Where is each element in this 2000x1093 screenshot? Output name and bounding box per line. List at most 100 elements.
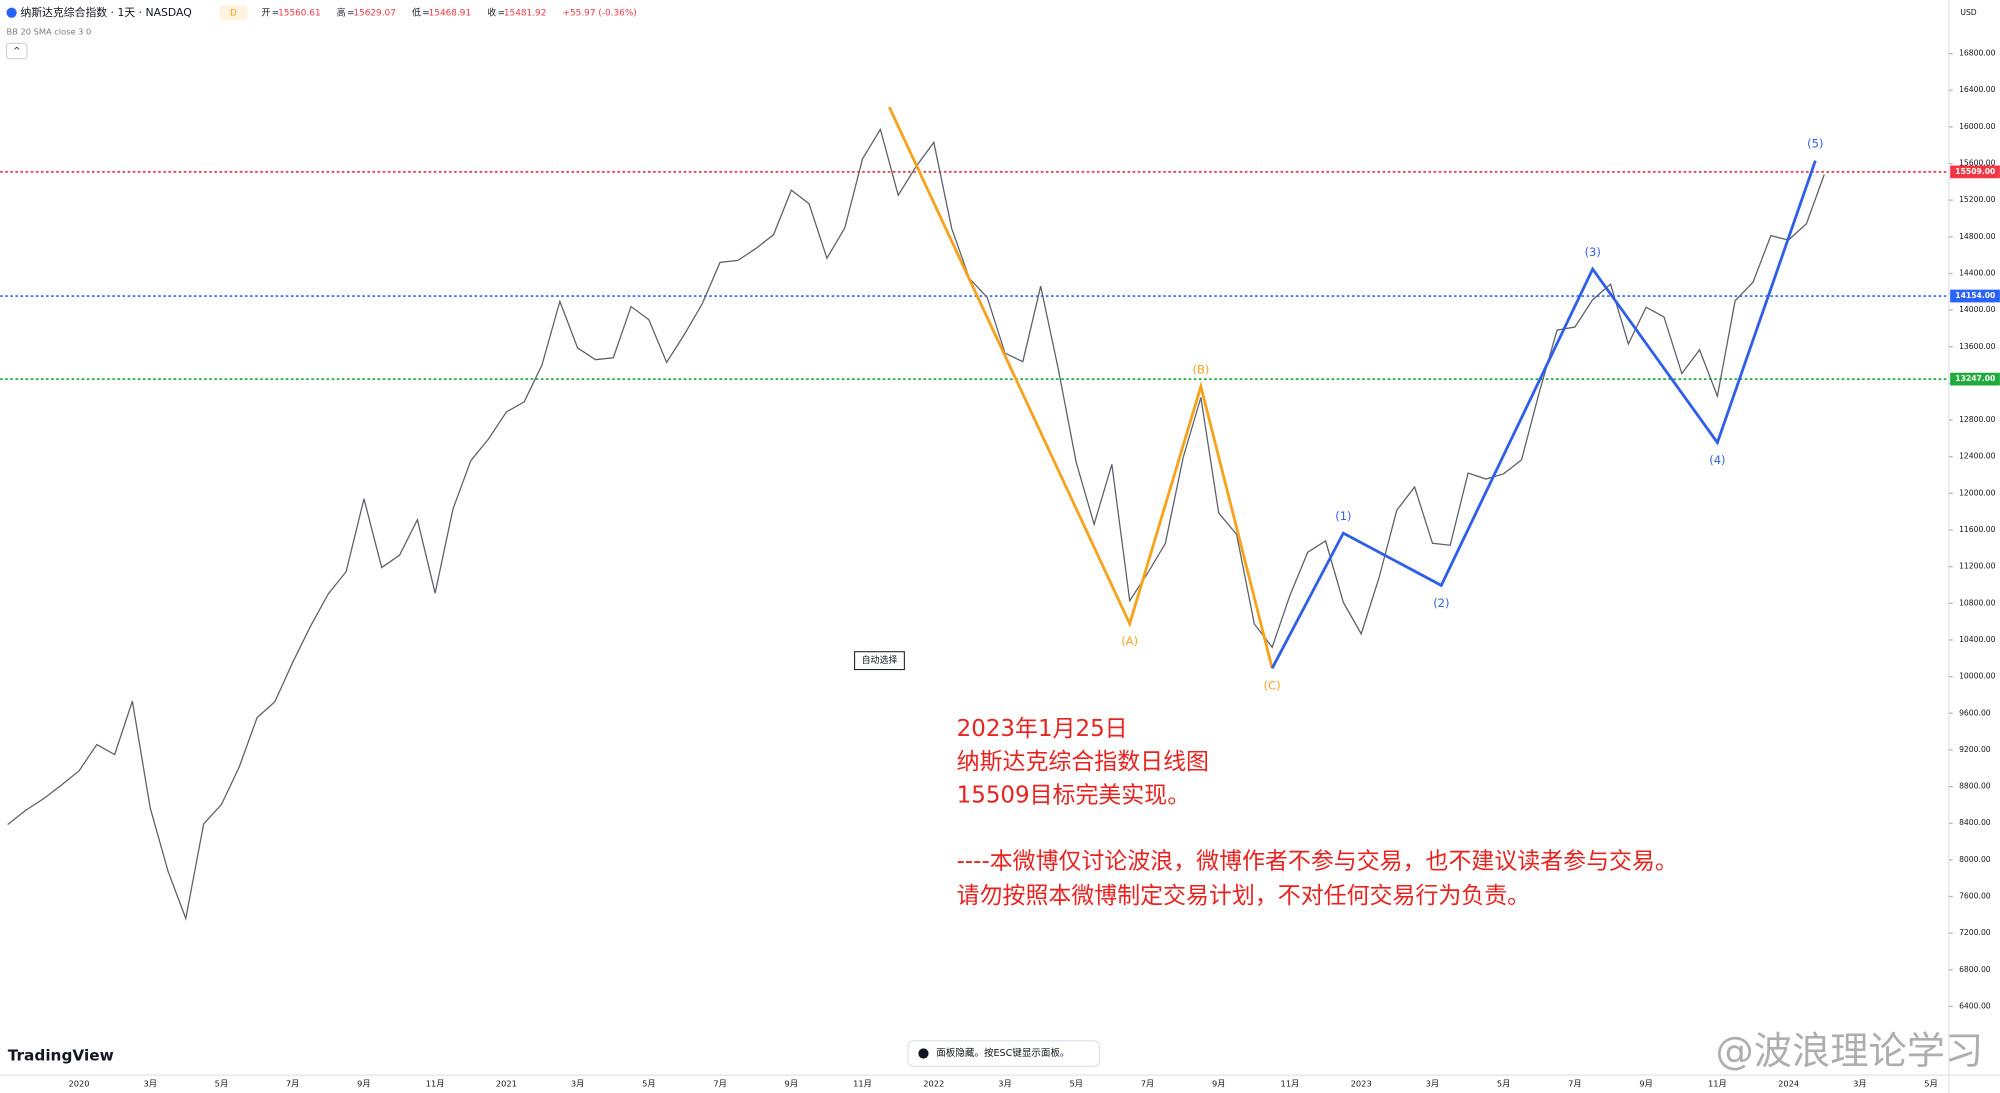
interval-badge: D bbox=[230, 8, 237, 18]
x-tick-label: 2022 bbox=[923, 1079, 944, 1089]
ohlc-value: 15468.91 bbox=[429, 8, 472, 18]
note-line: 纳斯达克综合指数日线图 bbox=[957, 749, 1209, 775]
x-tick-label: 5月 bbox=[642, 1079, 656, 1089]
y-tick-label: 6400.00 bbox=[1959, 1001, 1991, 1010]
wave-label: (4) bbox=[1709, 453, 1725, 467]
y-tick-label: 13600.00 bbox=[1959, 342, 1996, 351]
x-tick-label: 7月 bbox=[713, 1079, 727, 1089]
y-tick-label: 12000.00 bbox=[1959, 488, 1996, 497]
ohlc-eq: = bbox=[422, 8, 429, 18]
badge bbox=[219, 5, 248, 21]
level-label: 15509.00 bbox=[1955, 167, 1995, 176]
x-tick-label: 3月 bbox=[1853, 1079, 1867, 1089]
ohlc-change: +55.97 (-0.36%) bbox=[563, 8, 637, 18]
level-label: 14154.00 bbox=[1955, 291, 1995, 300]
y-tick-label: 7200.00 bbox=[1959, 928, 1991, 937]
wave-label: (B) bbox=[1193, 362, 1210, 376]
ohlc-label: 低 bbox=[412, 6, 421, 18]
ohlc-eq: = bbox=[498, 8, 505, 18]
symbol: 纳斯达克综合指数 · 1天 · NASDAQ bbox=[21, 5, 192, 19]
y-tick-label: 9600.00 bbox=[1959, 708, 1991, 717]
x-tick-label: 11月 bbox=[1708, 1079, 1727, 1089]
y-tick-label: 8800.00 bbox=[1959, 782, 1991, 791]
y-tick-label: 12400.00 bbox=[1959, 452, 1996, 461]
ohlc-value: 15560.61 bbox=[278, 8, 321, 18]
y-tick-label: 7600.00 bbox=[1959, 891, 1991, 900]
wave-line bbox=[1270, 160, 1817, 669]
wave-label: (3) bbox=[1585, 245, 1601, 259]
ohlc-value: 15629.07 bbox=[353, 8, 396, 18]
y-tick-label: 16800.00 bbox=[1959, 49, 1996, 58]
ohlc-label: 收 bbox=[487, 6, 496, 18]
y-tick-label: 14000.00 bbox=[1959, 305, 1996, 314]
note-line: 请勿按照本微博制定交易计划，不对任何交易行为负责。 bbox=[957, 883, 1530, 909]
y-tick-label: 16400.00 bbox=[1959, 85, 1996, 94]
y-tick-label: 10400.00 bbox=[1959, 635, 1996, 644]
indicator: BB 20 SMA close 3 0 bbox=[6, 26, 91, 36]
y-tick-label: 12800.00 bbox=[1959, 415, 1996, 424]
y-tick-label: 11600.00 bbox=[1959, 525, 1996, 534]
y-tick-label: 11200.00 bbox=[1959, 562, 1996, 571]
x-tick-label: 5月 bbox=[1924, 1079, 1938, 1089]
x-tick-label: 11月 bbox=[1281, 1079, 1300, 1089]
wave-line bbox=[888, 106, 1274, 669]
note-line: 15509目标完美实现。 bbox=[957, 782, 1191, 808]
ohlc-value: 15481.92 bbox=[504, 8, 547, 18]
note-line: ----本微博仅讨论波浪，微博作者不参与交易，也不建议读者参与交易。 bbox=[957, 849, 1678, 875]
x-tick-label: 9月 bbox=[357, 1079, 371, 1089]
y-tick-label: 10800.00 bbox=[1959, 598, 1996, 607]
x-tick-label: 5月 bbox=[1497, 1079, 1511, 1089]
x-tick-label: 7月 bbox=[286, 1079, 300, 1089]
toast-text: 面板隐藏。按ESC键显示面板。 bbox=[936, 1047, 1069, 1059]
level-tag bbox=[1950, 289, 2000, 303]
plot bbox=[0, 106, 1949, 921]
wave-label: (C) bbox=[1264, 679, 1281, 693]
x-tick-label: 9月 bbox=[1212, 1079, 1226, 1089]
x-tick-label: 7月 bbox=[1141, 1079, 1155, 1089]
y-tick-label: 6800.00 bbox=[1959, 965, 1991, 974]
auto-select-button[interactable] bbox=[854, 651, 905, 671]
currency: USD bbox=[1960, 8, 1976, 17]
x-tick-label: 7月 bbox=[1568, 1079, 1582, 1089]
x-tick-label: 5月 bbox=[1069, 1079, 1083, 1089]
y-tick-label: 14800.00 bbox=[1959, 232, 1996, 241]
x-tick-label: 2020 bbox=[68, 1079, 89, 1089]
level-tag bbox=[1950, 372, 2000, 386]
x-tick-label: 3月 bbox=[998, 1079, 1012, 1089]
y-tick-label: 16000.00 bbox=[1959, 122, 1996, 131]
x-tick-label: 9月 bbox=[1639, 1079, 1653, 1089]
x-tick-label: 11月 bbox=[426, 1079, 445, 1089]
wave-label: (5) bbox=[1807, 137, 1823, 151]
x-tick-label: 9月 bbox=[785, 1079, 799, 1089]
x-tick-label: 2021 bbox=[496, 1079, 517, 1089]
collapse-button[interactable] bbox=[5, 42, 28, 60]
x-tick-label: 3月 bbox=[143, 1079, 157, 1089]
y-tick-label: 9200.00 bbox=[1959, 745, 1991, 754]
collapse-icon: ^ bbox=[13, 47, 20, 57]
ohlc-eq: = bbox=[272, 8, 279, 18]
ohlc-eq: = bbox=[347, 8, 354, 18]
logo: TradingView bbox=[8, 1047, 114, 1065]
wave-label: (2) bbox=[1433, 596, 1449, 610]
x-tick-label: 5月 bbox=[215, 1079, 229, 1089]
wave-label: (A) bbox=[1121, 634, 1138, 648]
level-label: 13247.00 bbox=[1955, 374, 1995, 383]
y-tick-label: 15200.00 bbox=[1959, 195, 1996, 204]
note-line: 2023年1月25日 bbox=[957, 716, 1128, 742]
x-tick-label: 3月 bbox=[1426, 1079, 1440, 1089]
level-tag bbox=[1950, 165, 2000, 179]
y-tick-label: 8400.00 bbox=[1959, 818, 1991, 827]
wave-label: (1) bbox=[1335, 509, 1351, 523]
y-tick-label: 10000.00 bbox=[1959, 672, 1996, 681]
y-tick-label: 14400.00 bbox=[1959, 268, 1996, 277]
y-tick-label: 15600.00 bbox=[1959, 159, 1996, 168]
ohlc-label: 开 bbox=[262, 7, 271, 18]
x-tick-label: 2024 bbox=[1778, 1079, 1799, 1089]
toast bbox=[907, 1040, 1101, 1067]
watermark: @波浪理论学习 bbox=[1716, 1029, 1984, 1074]
ohlc-label: 高 bbox=[337, 6, 346, 18]
x-tick-label: 3月 bbox=[571, 1079, 585, 1089]
ohlc: 开 =15560.61 高 =15629.07 低 =15468.91 收 =15481.92… bbox=[262, 6, 637, 18]
